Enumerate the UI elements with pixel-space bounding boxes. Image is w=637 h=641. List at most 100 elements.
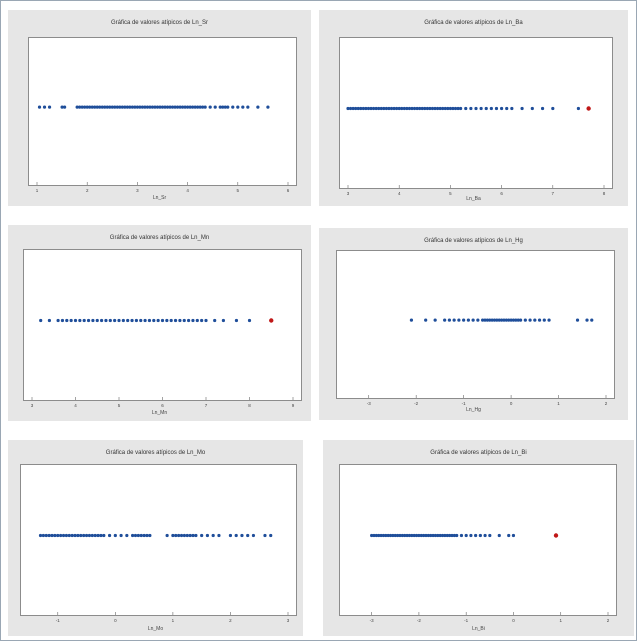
data-point bbox=[523, 318, 527, 322]
data-point bbox=[509, 318, 513, 322]
data-point bbox=[246, 105, 250, 109]
data-point bbox=[59, 533, 63, 538]
data-point bbox=[47, 318, 51, 323]
data-point bbox=[200, 533, 204, 538]
data-point bbox=[60, 105, 64, 109]
data-point bbox=[356, 106, 360, 111]
data-point bbox=[198, 105, 202, 109]
data-point bbox=[490, 318, 494, 322]
data-point bbox=[428, 106, 432, 111]
data-point bbox=[128, 105, 132, 109]
data-point bbox=[393, 533, 397, 538]
data-point bbox=[105, 105, 109, 109]
data-point bbox=[123, 105, 127, 109]
data-point bbox=[384, 533, 388, 538]
data-point bbox=[148, 105, 152, 109]
data-point bbox=[115, 105, 119, 109]
data-point bbox=[130, 105, 134, 109]
data-point bbox=[98, 105, 102, 109]
chart-title: Gráfica de valores atípicos de Ln_Mo bbox=[105, 450, 206, 456]
data-point bbox=[95, 105, 99, 109]
data-point bbox=[516, 318, 520, 322]
data-point bbox=[145, 533, 149, 538]
data-point bbox=[85, 105, 89, 109]
data-point bbox=[160, 105, 165, 109]
data-point bbox=[118, 105, 122, 109]
data-point bbox=[125, 105, 129, 109]
data-point bbox=[443, 533, 447, 538]
data-point bbox=[153, 105, 157, 109]
data-point bbox=[150, 105, 155, 109]
data-point bbox=[495, 318, 499, 322]
chart-title: Gráfica de valores atípicos de Ln_Bi bbox=[430, 450, 527, 456]
data-point bbox=[84, 533, 89, 538]
data-point bbox=[56, 318, 60, 323]
data-point bbox=[438, 533, 442, 538]
data-point bbox=[60, 318, 65, 323]
data-point bbox=[382, 106, 386, 111]
data-point bbox=[218, 105, 222, 109]
data-point bbox=[188, 105, 192, 109]
data-point bbox=[419, 533, 423, 538]
data-point bbox=[78, 105, 82, 109]
x-tick-label: 8 bbox=[603, 191, 606, 196]
data-point bbox=[44, 533, 48, 538]
data-point bbox=[126, 318, 130, 323]
data-point bbox=[165, 318, 169, 323]
data-point bbox=[201, 105, 205, 109]
data-point bbox=[422, 533, 426, 538]
data-point bbox=[438, 106, 442, 111]
data-point bbox=[139, 318, 143, 323]
chart-title: Gráfica de valores atípicos de Ln_Sr bbox=[110, 20, 209, 26]
data-point bbox=[226, 105, 230, 109]
data-point bbox=[507, 533, 511, 538]
x-axis-label: Ln_Sr bbox=[152, 195, 167, 201]
data-point bbox=[354, 106, 358, 111]
data-point bbox=[456, 106, 460, 111]
data-point bbox=[489, 106, 493, 111]
x-tick-label: 1 bbox=[36, 188, 39, 193]
chart-title: Gráfica de valores atípicos de Ln_Ba bbox=[424, 20, 523, 26]
outlier-point bbox=[553, 533, 559, 538]
data-point bbox=[241, 105, 245, 109]
data-point bbox=[576, 106, 580, 111]
data-point bbox=[140, 105, 145, 109]
data-point bbox=[69, 318, 73, 323]
x-tick-label: 5 bbox=[449, 191, 452, 196]
data-point bbox=[433, 106, 437, 111]
data-point bbox=[575, 318, 580, 322]
data-point bbox=[384, 106, 388, 111]
chart-svg: -1 0 1 2 3 bbox=[38, 533, 290, 623]
x-axis-label: Ln_Mo bbox=[147, 626, 164, 632]
data-point bbox=[457, 318, 461, 322]
data-point bbox=[418, 106, 422, 111]
data-point bbox=[90, 105, 94, 109]
data-point bbox=[396, 533, 400, 538]
data-point bbox=[359, 106, 363, 111]
data-point bbox=[405, 106, 409, 111]
data-point bbox=[191, 533, 195, 538]
plot-area: -3 -2 -1 0 1 2 bbox=[339, 464, 617, 623]
data-point bbox=[269, 533, 273, 538]
data-point bbox=[183, 105, 187, 109]
data-point bbox=[530, 106, 534, 111]
data-point bbox=[165, 533, 169, 538]
data-point bbox=[459, 533, 464, 538]
data-point bbox=[453, 106, 458, 111]
chart-svg: 3 4 5 6 7 8 9 bbox=[31, 318, 295, 408]
data-point bbox=[366, 106, 371, 111]
data-point bbox=[431, 533, 435, 538]
data-point bbox=[103, 105, 107, 109]
data-point bbox=[547, 318, 551, 322]
chart-title: Gráfica de valores atípicos de Ln_Hg bbox=[424, 238, 523, 244]
data-point bbox=[500, 318, 504, 322]
data-point bbox=[121, 318, 125, 323]
data-point bbox=[240, 533, 244, 538]
data-point bbox=[194, 533, 198, 538]
data-point bbox=[175, 105, 180, 109]
data-point bbox=[142, 533, 146, 538]
data-point bbox=[191, 318, 195, 323]
x-tick-label: 6 bbox=[287, 188, 290, 193]
data-point bbox=[208, 105, 212, 109]
data-point bbox=[135, 105, 139, 109]
